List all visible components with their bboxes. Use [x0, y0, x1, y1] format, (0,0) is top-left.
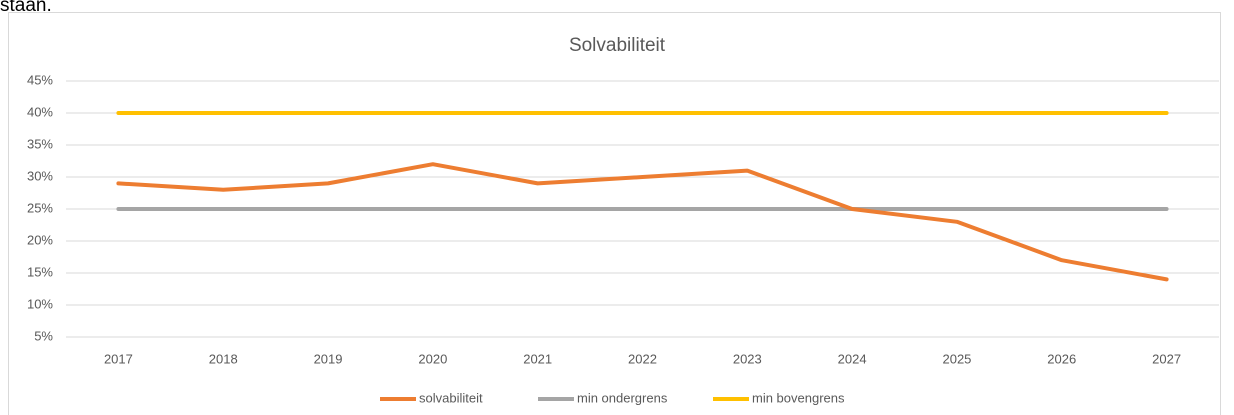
legend-label: min bovengrens	[752, 390, 845, 405]
x-tick-label: 2022	[628, 351, 657, 366]
y-tick-label: 40%	[27, 104, 53, 119]
x-tick-label: 2027	[1152, 351, 1181, 366]
legend-label: min ondergrens	[577, 390, 668, 405]
x-tick-label: 2021	[523, 351, 552, 366]
x-tick-label: 2024	[838, 351, 867, 366]
chart-title: Solvabiliteit	[569, 35, 666, 56]
legend-label: solvabiliteit	[419, 390, 483, 405]
y-tick-label: 5%	[34, 328, 53, 343]
x-tick-label: 2018	[209, 351, 238, 366]
x-tick-label: 2017	[104, 351, 133, 366]
y-tick-label: 30%	[27, 168, 53, 183]
x-tick-label: 2020	[418, 351, 447, 366]
y-tick-label: 20%	[27, 232, 53, 247]
y-tick-label: 10%	[27, 296, 53, 311]
series-line	[116, 162, 1169, 282]
y-tick-label: 35%	[27, 136, 53, 151]
x-tick-label: 2019	[314, 351, 343, 366]
x-tick-label: 2023	[733, 351, 762, 366]
chart-frame	[8, 12, 1221, 415]
x-tick-label: 2026	[1047, 351, 1076, 366]
y-tick-label: 45%	[27, 72, 53, 87]
x-tick-label: 2025	[942, 351, 971, 366]
y-tick-label: 15%	[27, 264, 53, 279]
y-tick-label: 25%	[27, 200, 53, 215]
